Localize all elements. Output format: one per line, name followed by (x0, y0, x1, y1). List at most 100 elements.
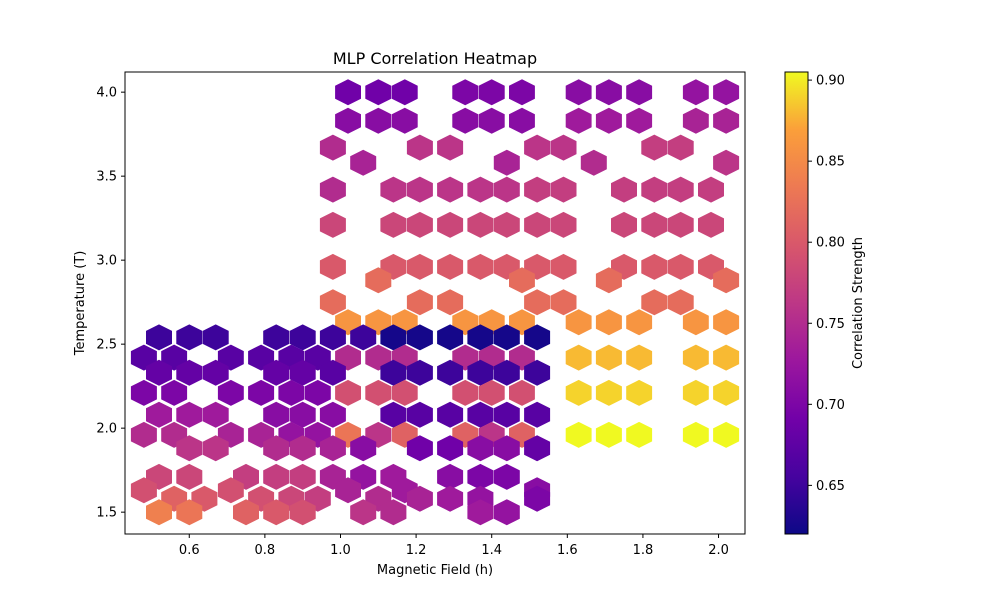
hex-cell (595, 344, 622, 371)
colorbar-tick-label: 0.85 (816, 155, 845, 170)
hex-cell (130, 379, 157, 406)
hex-cell (595, 421, 622, 448)
hex-cell (550, 134, 577, 161)
hex-cell (565, 421, 592, 448)
y-axis-label: Temperature (T) (73, 251, 88, 357)
hex-cell (289, 463, 316, 490)
hex-cell (437, 211, 464, 238)
hex-cell (713, 344, 740, 371)
hex-cell (682, 309, 709, 336)
hex-cell (682, 379, 709, 406)
hex-cell (493, 324, 520, 351)
hex-cell (493, 211, 520, 238)
hex-cell (248, 379, 275, 406)
chart-title: MLP Correlation Heatmap (333, 49, 537, 68)
hex-cell (493, 176, 520, 203)
x-tick-label: 2.0 (708, 543, 729, 558)
hex-cell (130, 477, 157, 504)
hex-cell (437, 134, 464, 161)
hex-cell (641, 134, 668, 161)
hex-cell (350, 149, 377, 176)
hex-cell (467, 324, 494, 351)
hex-cell (319, 324, 346, 351)
hex-cell (713, 421, 740, 448)
hex-cell (406, 401, 433, 428)
hex-cell (176, 324, 203, 351)
hex-cell (698, 211, 724, 238)
hex-cell (467, 176, 494, 203)
hex-cell (713, 309, 740, 336)
hex-cell (380, 176, 407, 203)
hex-cell (319, 134, 346, 161)
hex-cell (278, 379, 305, 406)
hex-cell (682, 421, 709, 448)
hex-cell (365, 267, 392, 294)
hex-cell (452, 107, 479, 134)
hex-cell (263, 324, 290, 351)
hex-cell (380, 211, 407, 238)
hex-cell (565, 344, 592, 371)
hex-cell (467, 253, 494, 280)
hex-cell (233, 499, 259, 526)
hex-cell (493, 435, 520, 462)
hex-cell (452, 379, 479, 406)
hex-cell (667, 134, 694, 161)
colorbar-tick-label: 0.90 (816, 74, 845, 89)
hex-cell (263, 359, 290, 386)
hex-cell (202, 324, 229, 351)
hex-cell (391, 79, 418, 106)
hex-cell (380, 499, 407, 526)
hex-cell (493, 499, 520, 526)
hex-cell (509, 79, 535, 106)
hex-cell (713, 267, 740, 294)
hex-cell (667, 211, 694, 238)
y-tick-label: 3.0 (96, 254, 117, 269)
y-tick-label: 1.5 (96, 506, 117, 521)
hex-cell (524, 211, 551, 238)
x-axis-label: Magnetic Field (h) (377, 563, 493, 578)
hex-cell (626, 79, 653, 106)
hex-cell (319, 435, 346, 462)
hex-cell (365, 107, 392, 134)
hex-cell (467, 211, 494, 238)
hex-cell (713, 149, 740, 176)
hex-cell (146, 359, 172, 386)
hex-cell (524, 485, 551, 512)
hex-cell (146, 324, 172, 351)
hex-cell (595, 107, 622, 134)
hex-cell (550, 289, 577, 316)
hex-cell (380, 324, 407, 351)
x-tick-label: 1.2 (406, 543, 427, 558)
hex-cell (467, 499, 494, 526)
hex-cell (698, 176, 724, 203)
colorbar-tick-label: 0.80 (816, 236, 845, 251)
hex-cell (509, 107, 535, 134)
x-tick-label: 1.6 (557, 543, 578, 558)
hex-cell (319, 176, 346, 203)
hex-cell (202, 359, 229, 386)
hex-cells (130, 79, 740, 526)
hex-cell (263, 401, 290, 428)
hex-cell (524, 289, 551, 316)
hex-cell (713, 107, 740, 134)
hex-cell (524, 176, 551, 203)
hex-cell (493, 401, 520, 428)
x-axis-ticks: 0.6 0.8 1.0 1.2 1.4 1.6 1.8 2.0 (179, 534, 729, 558)
hex-cell (550, 176, 577, 203)
hex-cell (319, 211, 346, 238)
hex-cell (289, 499, 316, 526)
hex-cell (641, 211, 668, 238)
hex-cell (406, 289, 433, 316)
hex-cell (335, 477, 361, 504)
hex-cell (611, 176, 637, 203)
hex-cell (565, 107, 592, 134)
hex-cell (437, 401, 464, 428)
hex-cell (176, 499, 203, 526)
hex-cell (452, 79, 479, 106)
hex-cell (509, 379, 535, 406)
hex-cell (565, 79, 592, 106)
hex-cell (641, 176, 668, 203)
hex-cell (365, 79, 392, 106)
hex-cell (667, 289, 694, 316)
hex-cell (467, 401, 494, 428)
